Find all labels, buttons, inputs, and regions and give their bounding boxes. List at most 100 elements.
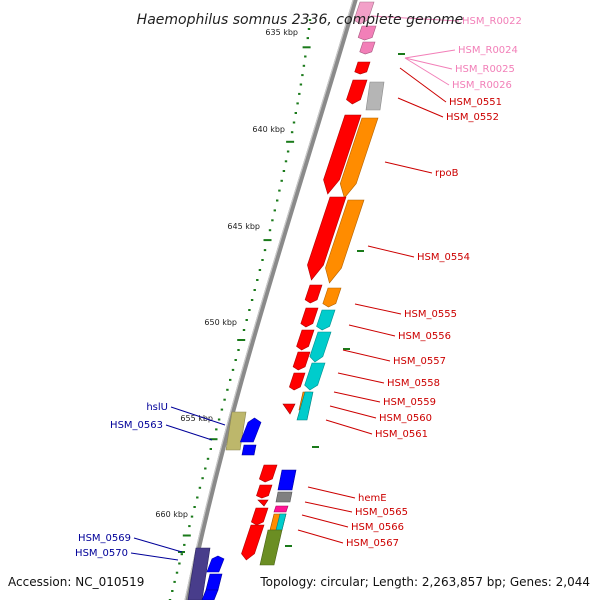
minor-tick xyxy=(178,562,181,565)
gene-label-text[interactable]: HSM_0569 xyxy=(78,533,131,544)
gene-HSM_0570-c xyxy=(201,589,219,600)
gene-HSM_0556 xyxy=(316,309,336,331)
strand-tick xyxy=(343,348,350,350)
leader-line xyxy=(370,15,460,22)
minor-tick xyxy=(268,229,272,232)
label-HSM_0563[interactable]: HSM_0563 xyxy=(110,420,213,441)
label-HSM_0552[interactable]: HSM_0552 xyxy=(397,97,499,123)
leader-line xyxy=(130,552,179,561)
minor-tick xyxy=(204,467,207,470)
gene-label-text[interactable]: HSM_R0026 xyxy=(452,80,512,91)
minor-tick xyxy=(180,553,183,556)
gene-label-text[interactable]: HSM_0570 xyxy=(75,548,128,559)
minor-tick xyxy=(217,418,221,421)
minor-tick xyxy=(183,543,186,546)
gene-rpoB-inner xyxy=(323,114,362,195)
minor-tick xyxy=(296,102,299,105)
gene-label-text[interactable]: hemE xyxy=(358,493,387,504)
minor-tick xyxy=(292,121,296,124)
kbp-ticks: 635 kbp 640 kbp 645 kbp 650 kbp 655 kbp 660 k… xyxy=(155,19,405,600)
leader-line xyxy=(165,424,213,441)
gene-label-text[interactable]: hslU xyxy=(146,402,168,413)
gene-label-text[interactable]: HSM_0552 xyxy=(446,112,499,123)
label-HSM_R0024[interactable]: HSM_R0024 xyxy=(404,45,518,59)
minor-tick xyxy=(196,496,199,499)
minor-tick xyxy=(223,398,226,401)
gene-label-text[interactable]: HSM_0557 xyxy=(393,356,446,367)
minor-tick xyxy=(188,525,191,528)
label-HSM_0561[interactable]: HSM_0561 xyxy=(325,419,428,440)
minor-tick xyxy=(294,112,297,114)
gene-label-text[interactable]: HSM_0558 xyxy=(387,378,440,389)
label-HSM_0567[interactable]: HSM_0567 xyxy=(297,529,399,549)
label-HSM_0555[interactable]: HSM_0555 xyxy=(354,303,457,320)
gene-HSM_0554 xyxy=(325,199,365,284)
label-HSM_0554[interactable]: HSM_0554 xyxy=(367,245,470,263)
leader-line xyxy=(325,419,373,435)
label-HSM_0556[interactable]: HSM_0556 xyxy=(348,324,451,342)
gene-label-text[interactable]: HSM_0566 xyxy=(351,522,404,533)
label-HSM_R0025[interactable]: HSM_R0025 xyxy=(404,57,515,75)
gene-HSM_R0024 xyxy=(357,25,377,41)
minor-tick xyxy=(173,580,176,583)
gene-label-text[interactable]: HSM_0560 xyxy=(379,413,432,424)
minor-tick xyxy=(299,83,303,86)
label-HSM_0565[interactable]: HSM_0565 xyxy=(304,501,408,518)
minor-tick xyxy=(237,349,240,351)
leader-line xyxy=(348,324,396,337)
gene-red-330 xyxy=(296,329,315,351)
label-HSM_0570[interactable]: HSM_0570 xyxy=(75,548,179,561)
gene-HSM_0570-b xyxy=(205,573,223,591)
label-HSM_R0022[interactable]: HSM_R0022 xyxy=(370,15,522,27)
minor-tick xyxy=(171,590,174,592)
gene-label-text[interactable]: HSM_0561 xyxy=(375,429,428,440)
gene-label-text[interactable]: HSM_0555 xyxy=(404,309,457,320)
gene-label-text[interactable]: HSM_R0024 xyxy=(458,45,518,56)
gene-label-text[interactable]: HSM_0565 xyxy=(355,507,408,518)
gene-label-text[interactable]: HSM_0556 xyxy=(398,331,451,342)
gene-rrna-block xyxy=(353,1,375,25)
tick-label: 640 kbp xyxy=(252,125,285,134)
leader-line xyxy=(301,514,349,528)
gene-rpoB xyxy=(339,117,379,199)
label-HSM_0557[interactable]: HSM_0557 xyxy=(342,349,446,367)
label-HSM_0558[interactable]: HSM_0558 xyxy=(337,372,440,389)
gene-label-text[interactable]: HSM_0563 xyxy=(110,420,163,431)
minor-tick xyxy=(261,259,264,261)
label-hemE[interactable]: hemE xyxy=(307,486,387,504)
leader-line xyxy=(399,67,447,103)
minor-tick xyxy=(242,329,246,331)
leader-line xyxy=(133,537,183,553)
leader-line xyxy=(354,303,402,315)
major-tick xyxy=(209,438,218,441)
gene-HSM_0554-inner xyxy=(307,196,347,281)
leader-line xyxy=(384,161,433,174)
minor-tick xyxy=(298,92,301,95)
genome-summary-text: Topology: circular; Length: 2,263,857 bp… xyxy=(259,575,590,589)
gene-label-text[interactable]: rpoB xyxy=(435,168,459,179)
gene-red-352 xyxy=(292,351,311,371)
major-tick xyxy=(182,534,191,537)
gene-label-text[interactable]: HSM_0567 xyxy=(346,538,399,549)
gene-label-text[interactable]: HSM_R0022 xyxy=(462,16,522,27)
label-hslU[interactable]: hslU xyxy=(146,402,226,426)
label-HSM_0559[interactable]: HSM_0559 xyxy=(333,391,436,408)
gene-label-text[interactable]: HSM_0554 xyxy=(417,252,470,263)
gene-label-text[interactable]: HSM_0559 xyxy=(383,397,436,408)
gene-labels: HSM_R0022 HSM_R0024 HSM_R0025 HSM_R0026 HSM_… xyxy=(75,15,522,561)
gene-red-500 xyxy=(257,499,269,507)
label-HSM_0551[interactable]: HSM_0551 xyxy=(399,67,502,108)
gene-HSM_0563 xyxy=(239,417,262,443)
label-HSM_0569[interactable]: HSM_0569 xyxy=(78,533,183,553)
label-HSM_R0026[interactable]: HSM_R0026 xyxy=(404,57,512,91)
strand-tick xyxy=(312,446,319,448)
gene-label-text[interactable]: HSM_R0025 xyxy=(455,64,515,75)
label-HSM_0560[interactable]: HSM_0560 xyxy=(329,405,432,424)
label-HSM_0566[interactable]: HSM_0566 xyxy=(301,514,404,533)
gene-red-373 xyxy=(289,372,306,391)
minor-tick xyxy=(175,571,179,574)
gene-HSM_0565 xyxy=(273,505,289,513)
gene-HSM_0557 xyxy=(309,331,332,363)
gene-label-text[interactable]: HSM_0551 xyxy=(449,97,502,108)
label-rpoB[interactable]: rpoB xyxy=(384,161,459,179)
